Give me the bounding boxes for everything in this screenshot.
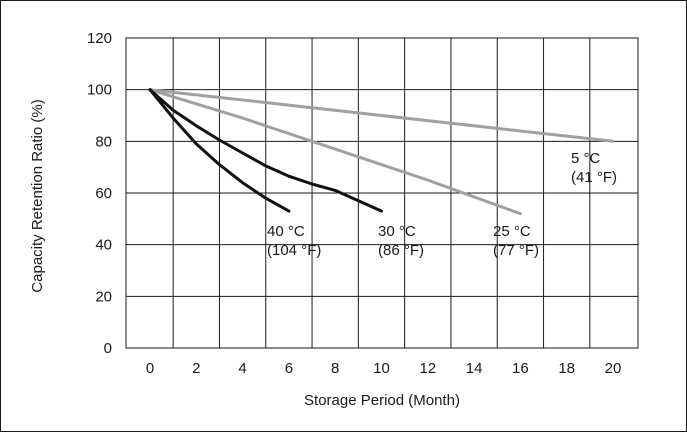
series-label-0: 5 °C <box>571 150 601 167</box>
x-tick-label: 2 <box>192 360 200 377</box>
y-axis-title: Capacity Retention Ratio (%) <box>29 99 46 292</box>
y-tick-label: 100 <box>87 82 112 99</box>
series-label-1: (77 °F) <box>493 242 539 259</box>
y-tick-label: 40 <box>95 237 112 254</box>
x-tick-label: 10 <box>373 360 390 377</box>
series-label-3: 40 °C <box>267 223 305 240</box>
x-tick-label: 4 <box>238 360 246 377</box>
y-tick-label: 120 <box>87 30 112 47</box>
series-line-0 <box>148 88 615 143</box>
series-label-2: (86 °F) <box>378 242 424 259</box>
x-tick-label: 6 <box>285 360 293 377</box>
series-label-0: (41 °F) <box>571 169 617 186</box>
series-label-3: (104 °F) <box>267 242 321 259</box>
y-tick-label: 60 <box>95 185 112 202</box>
series-labels: 5 °C (41 °F) 25 °C (77 °F) 30 °C (86 °F) 40 °C… <box>267 150 617 259</box>
series-line-2 <box>148 88 383 213</box>
x-tick-label: 20 <box>605 360 622 377</box>
series-label-2: 30 °C <box>378 223 416 240</box>
x-tick-label: 8 <box>331 360 339 377</box>
x-tick-label: 18 <box>558 360 575 377</box>
x-axis-title: Storage Period (Month) <box>304 392 460 409</box>
x-tick-label: 12 <box>419 360 436 377</box>
grid <box>125 37 639 349</box>
series-label-1: 25 °C <box>493 223 531 240</box>
x-tick-label: 0 <box>146 360 154 377</box>
x-tick-label: 14 <box>466 360 483 377</box>
tick-labels: 0 20 40 60 80 100 120 0 2 4 6 8 10 12 14 16 18 20 <box>87 30 621 377</box>
y-tick-label: 20 <box>95 288 112 305</box>
y-tick-label: 0 <box>104 340 112 357</box>
series-line-3 <box>148 88 291 213</box>
series-line-1 <box>148 88 522 216</box>
y-tick-label: 80 <box>95 133 112 150</box>
x-tick-label: 16 <box>512 360 529 377</box>
series-lines <box>148 88 615 216</box>
